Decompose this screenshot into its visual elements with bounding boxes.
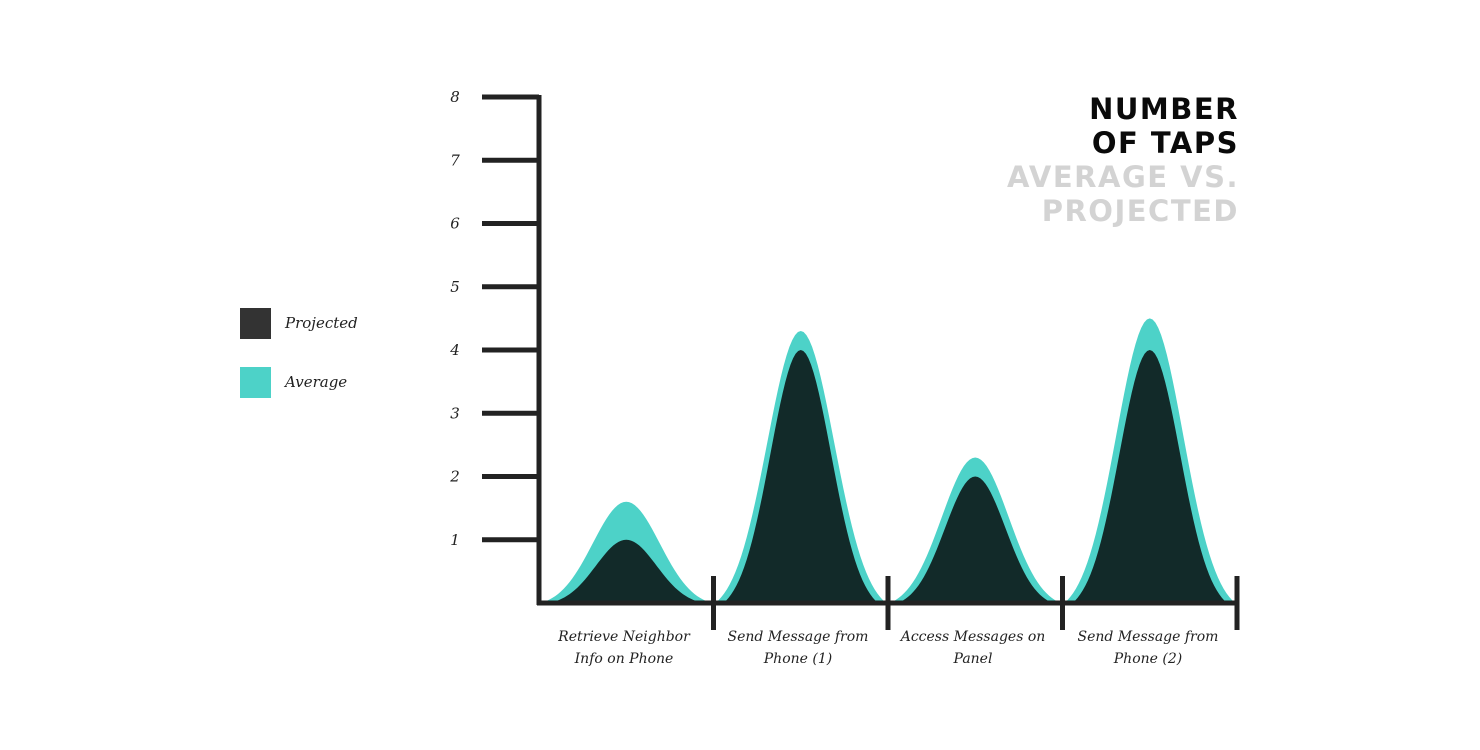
category-label-1: Retrieve Neighbor Info on Phone [539,626,709,670]
legend: Projected Average [240,307,358,425]
y-tick-label-2: 2 [449,468,460,486]
subtitle-line-1: Average vs. [1006,160,1239,194]
category-label-3: Access Messages on Panel [888,626,1058,670]
legend-label-average: Average [285,373,348,391]
y-tick-label-5: 5 [450,278,460,296]
category-label-3-line-2: Panel [953,651,993,667]
category-label-2-line-2: Phone (1) [763,651,833,667]
category-label-4: Send Message from Phone (2) [1063,626,1233,670]
y-tick-label-6: 6 [450,215,460,233]
category-label-2-line-1: Send Message from [727,629,869,645]
category-label-1-line-2: Info on Phone [574,651,674,667]
y-tick-label-4: 4 [449,341,460,359]
legend-label-projected: Projected [285,314,358,332]
chart-areas [541,318,1235,603]
title-line-1: Number [1089,92,1239,126]
y-tick-label-7: 7 [450,151,460,169]
legend-swatch-projected [240,307,271,339]
category-label-4-line-1: Send Message from [1077,629,1219,645]
legend-swatch-average [240,366,271,398]
y-tick-label-3: 3 [450,404,460,422]
projected-area-1 [549,539,704,603]
projected-area-2 [723,350,878,603]
y-tick-label-1: 1 [450,531,460,549]
subtitle-line-2: Projected [1041,194,1239,228]
y-tick-label-8: 8 [450,88,460,106]
legend-item-average: Average [240,366,358,398]
projected-area-4 [1072,350,1227,603]
category-label-1-line-1: Retrieve Neighbor [558,629,690,645]
category-label-2: Send Message from Phone (1) [713,626,883,670]
category-label-4-line-2: Phone (2) [1113,651,1183,667]
y-axis-ticks: 1 2 3 4 5 6 7 8 [449,88,539,549]
projected-area-3 [898,476,1053,603]
title-line-2: of taps [1091,126,1239,160]
legend-item-projected: Projected [240,307,358,339]
category-label-3-line-1: Access Messages on [900,629,1046,645]
chart-title: Number of taps Average vs. Projected [979,92,1239,228]
